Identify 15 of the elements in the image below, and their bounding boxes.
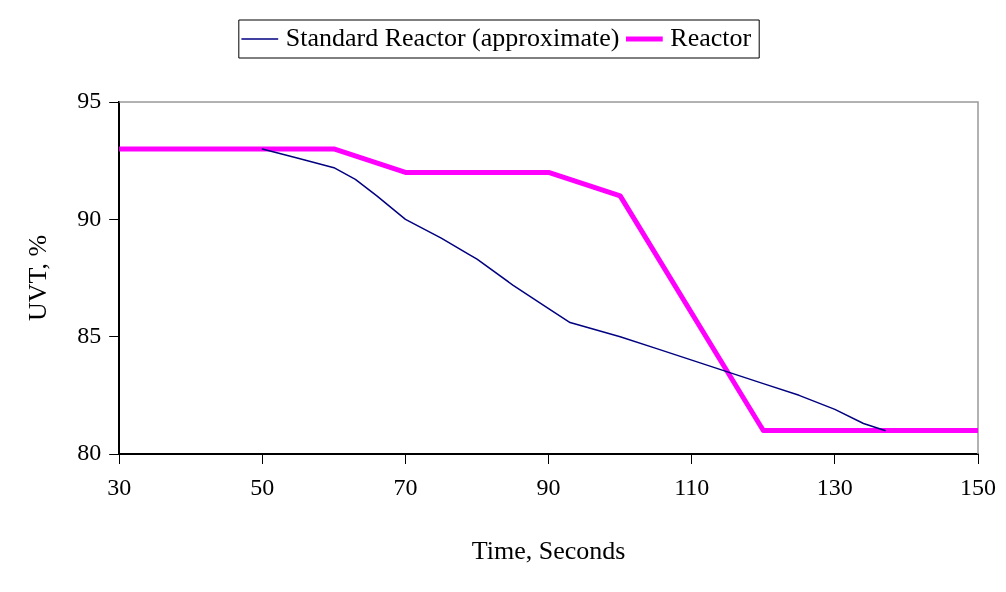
y-tick-label: 85 [77, 321, 102, 348]
x-axis-title: Time, Seconds [471, 536, 626, 566]
legend-label: Reactor [670, 22, 752, 52]
x-tick-label: 90 [536, 473, 561, 500]
x-tick-label: 30 [107, 473, 132, 500]
x-tick-label: 150 [960, 473, 996, 500]
y-tick-label: 80 [77, 439, 102, 466]
x-tick-label: 110 [674, 473, 710, 500]
x-tick-label: 130 [816, 473, 853, 500]
legend-label: Standard Reactor (approximate) [285, 22, 620, 52]
y-axis-title: UVT, % [23, 234, 53, 322]
x-tick-label: 70 [393, 473, 418, 500]
y-tick-label: 90 [77, 204, 102, 231]
x-tick-label: 50 [250, 473, 275, 500]
y-tick-label: 95 [77, 87, 102, 114]
